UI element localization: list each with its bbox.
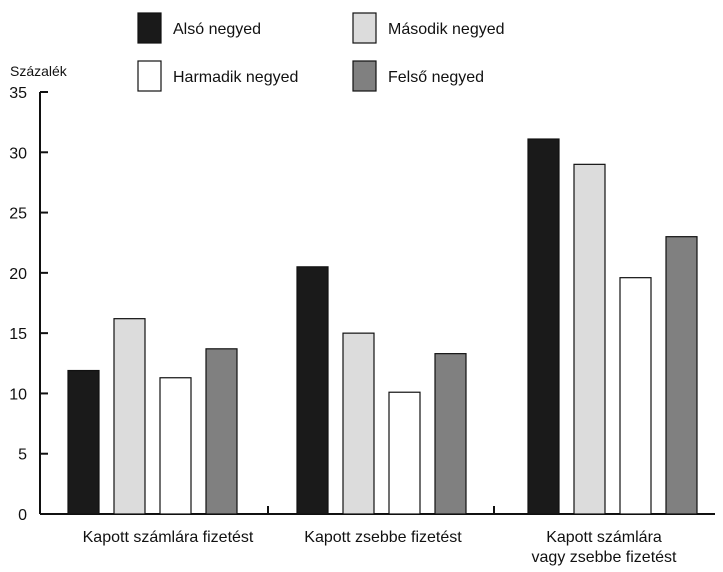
y-axis: 0 5 10 15 20 25 30 35 [9,85,48,524]
bar [113,318,146,515]
bar [573,163,606,515]
category-labels: Kapott számlára fizetést Kapott zsebbe fi… [83,529,677,566]
y-tick-label: 20 [9,266,27,283]
bar [388,391,421,515]
y-axis-label: Százalék [10,63,68,79]
legend-swatch [352,12,377,44]
y-tick-label: 30 [9,145,27,162]
bar [665,236,698,515]
x-tick-label: vagy zsebbe fizetést [532,549,678,566]
y-tick-label: 35 [9,85,27,102]
legend-swatch [137,60,162,92]
legend-label: Alsó negyed [173,21,261,38]
bar [342,332,375,515]
bar [67,369,100,515]
bar [619,277,652,515]
bar [159,377,192,515]
bar [296,266,329,515]
legend: Alsó negyed Második negyed Harmadik negyed… [137,12,505,92]
x-tick-label: Kapott számlára fizetést [83,529,254,546]
y-tick-label: 15 [9,326,27,343]
legend-swatch [137,12,162,44]
x-tick-label: Kapott zsebbe fizetést [304,529,462,546]
legend-swatch [352,60,377,92]
y-tick-label: 5 [18,447,27,464]
bar [434,353,467,515]
y-tick-label: 10 [9,386,27,403]
legend-label: Felső negyed [388,69,484,86]
legend-label: Második negyed [388,21,505,38]
bar [205,348,238,515]
bars [67,138,698,515]
x-tick-label: Kapott számlára [546,529,662,546]
bar [527,138,560,515]
y-tick-label: 25 [9,206,27,223]
legend-label: Harmadik negyed [173,69,298,86]
y-tick-label: 0 [18,507,27,524]
